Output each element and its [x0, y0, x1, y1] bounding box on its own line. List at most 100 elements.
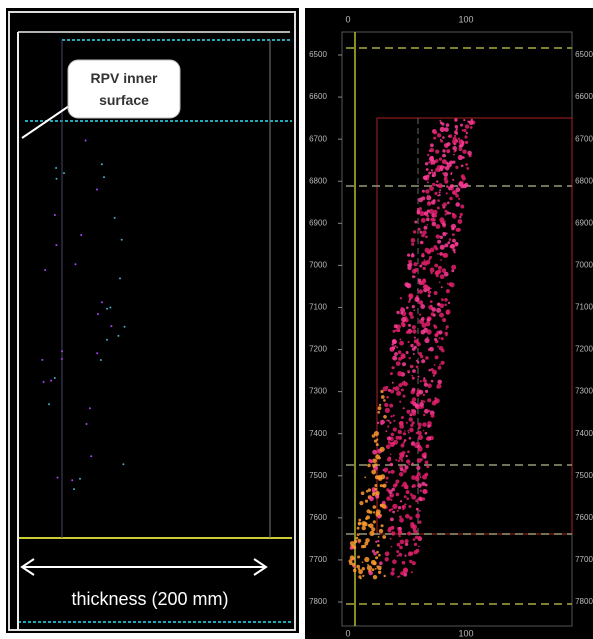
- scan-dot: [424, 431, 428, 435]
- scan-dot: [425, 168, 429, 171]
- scan-dot: [444, 331, 449, 336]
- scan-dot: [445, 334, 448, 337]
- scan-dot: [428, 369, 431, 372]
- scan-dot: [427, 398, 432, 403]
- scan-dot: [386, 419, 389, 422]
- scan-dot: [55, 177, 58, 180]
- scan-dot: [400, 388, 404, 392]
- scan-dot: [458, 147, 463, 152]
- scan-dot: [397, 506, 402, 510]
- scan-dot: [419, 407, 421, 410]
- scan-dot: [120, 238, 123, 241]
- scan-dot: [427, 424, 431, 428]
- scan-dot: [375, 490, 380, 496]
- scan-dot: [430, 143, 434, 148]
- scan-dot: [450, 243, 455, 249]
- scan-dot: [426, 465, 430, 469]
- scan-dot: [400, 459, 404, 462]
- scan-dot: [447, 135, 451, 138]
- scan-dot: [101, 301, 103, 304]
- scan-dot: [463, 119, 466, 122]
- scan-dot: [73, 488, 75, 491]
- scan-dot: [387, 441, 391, 444]
- scan-dot: [411, 376, 415, 380]
- scan-dot: [430, 368, 433, 372]
- scan-dot: [392, 355, 398, 361]
- scan-dot: [432, 182, 436, 187]
- scan-dot: [408, 311, 413, 316]
- scan-dot: [444, 176, 448, 181]
- scan-dot: [430, 159, 436, 165]
- scan-dot: [439, 363, 441, 366]
- scan-dot: [417, 536, 422, 541]
- scan-dot: [424, 453, 427, 456]
- scan-dot: [449, 160, 454, 165]
- scan-dot: [444, 220, 446, 223]
- scan-dot: [372, 449, 377, 455]
- scan-dot: [397, 575, 400, 579]
- depth-tick-label: 6800: [575, 176, 593, 185]
- scan-dot: [100, 163, 103, 166]
- scan-dot: [442, 136, 445, 139]
- scan-dot: [422, 266, 426, 271]
- scan-dot: [50, 379, 53, 382]
- depth-tick-label: 6700: [309, 134, 327, 143]
- scan-dot: [468, 120, 474, 126]
- scan-dot: [377, 406, 382, 411]
- scan-dot: [408, 463, 411, 466]
- scan-dot: [452, 190, 458, 196]
- scan-dot: [390, 498, 393, 501]
- scan-dot: [403, 439, 407, 442]
- scan-dot: [452, 146, 458, 151]
- scan-dot: [451, 233, 455, 237]
- scan-dot: [373, 439, 378, 443]
- scan-dot: [412, 329, 417, 334]
- scan-dot: [410, 441, 416, 446]
- scan-dot: [383, 574, 386, 578]
- scan-dot: [372, 458, 377, 464]
- scan-dot: [372, 520, 376, 524]
- scan-dot: [424, 212, 427, 215]
- scan-dot: [361, 561, 364, 563]
- scan-dot: [393, 324, 398, 329]
- scan-dot: [410, 343, 414, 348]
- scan-dot: [430, 287, 432, 290]
- scan-dot: [356, 526, 360, 530]
- scan-dot: [423, 225, 428, 230]
- scan-dot: [444, 145, 448, 148]
- scan-dot: [429, 300, 433, 303]
- scan-dot: [411, 561, 416, 566]
- scan-dot: [402, 362, 406, 367]
- depth-tick-label: 7400: [575, 429, 593, 438]
- scan-dot: [419, 240, 424, 245]
- scan-dot: [375, 495, 380, 499]
- scan-dot: [366, 565, 372, 571]
- flaw-box: [376, 117, 573, 535]
- scan-dot: [432, 218, 436, 222]
- scan-dot: [411, 242, 415, 246]
- scan-dot: [412, 230, 417, 234]
- scan-dot: [435, 167, 440, 172]
- scan-dot: [420, 304, 426, 309]
- scan-dot: [391, 339, 397, 345]
- scan-dot: [389, 462, 393, 467]
- scan-dot: [123, 325, 126, 328]
- scan-dot: [439, 126, 445, 132]
- depth-tick-label: 7100: [309, 303, 327, 312]
- scan-dot: [392, 559, 397, 564]
- scan-dot: [419, 230, 423, 234]
- scan-dot: [386, 395, 389, 399]
- scan-dot: [433, 136, 437, 140]
- scan-dot: [425, 235, 428, 239]
- scan-dot: [418, 207, 423, 211]
- scan-dot: [419, 354, 424, 359]
- scan-dot: [438, 157, 442, 161]
- scan-dot: [460, 123, 463, 127]
- scan-dot: [63, 172, 65, 175]
- depth-tick-label: 7700: [309, 555, 327, 564]
- scan-dot: [399, 545, 403, 550]
- scan-dot: [408, 323, 411, 327]
- scan-dot: [442, 172, 444, 174]
- scan-dot: [452, 160, 456, 164]
